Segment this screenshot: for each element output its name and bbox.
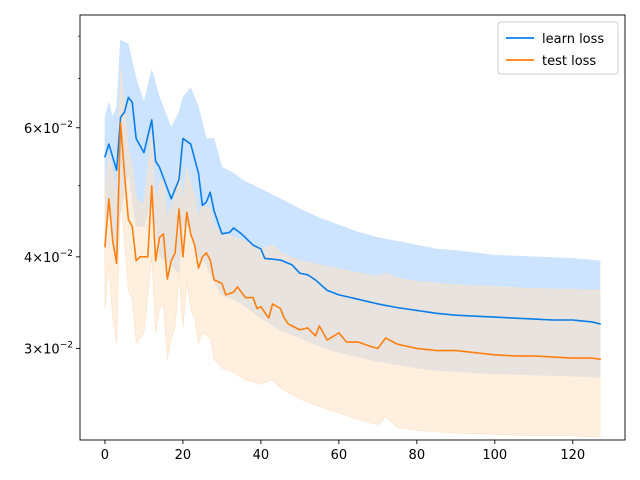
lines — [103, 96, 602, 361]
legend-label-test-loss: test loss — [542, 54, 596, 69]
plot-area — [103, 39, 602, 438]
x-tick-label: 120 — [560, 448, 585, 463]
series-line-test-loss — [104, 121, 601, 361]
x-tick-label: 0 — [101, 448, 109, 463]
y-tick-base: 4×10 — [24, 251, 60, 266]
x-tick-label: 100 — [482, 448, 507, 463]
y-tick-label: 4×10−2 — [24, 249, 73, 266]
y-tick-label: 6×10−2 — [24, 120, 73, 137]
y-tick-base: 6×10 — [24, 122, 60, 137]
legend-box — [497, 21, 619, 75]
y-tick-exponent: −2 — [60, 249, 73, 259]
y-tick-base: 3×10 — [24, 342, 60, 357]
series-line-learn-loss — [103, 96, 602, 325]
y-tick-exponent: −2 — [60, 120, 73, 130]
x-tick-label: 40 — [253, 448, 270, 463]
x-tick-label: 20 — [175, 448, 192, 463]
x-tick-label: 80 — [409, 448, 426, 463]
y-tick-label: 3×10−2 — [24, 340, 73, 357]
bands — [104, 39, 601, 438]
x-tick-label: 60 — [331, 448, 348, 463]
band-test-loss — [104, 69, 601, 438]
legend: learn loss test loss — [497, 21, 619, 75]
axes-frame — [79, 14, 626, 441]
legend-label-learn-loss: learn loss — [542, 32, 604, 47]
y-tick-exponent: −2 — [60, 340, 73, 350]
